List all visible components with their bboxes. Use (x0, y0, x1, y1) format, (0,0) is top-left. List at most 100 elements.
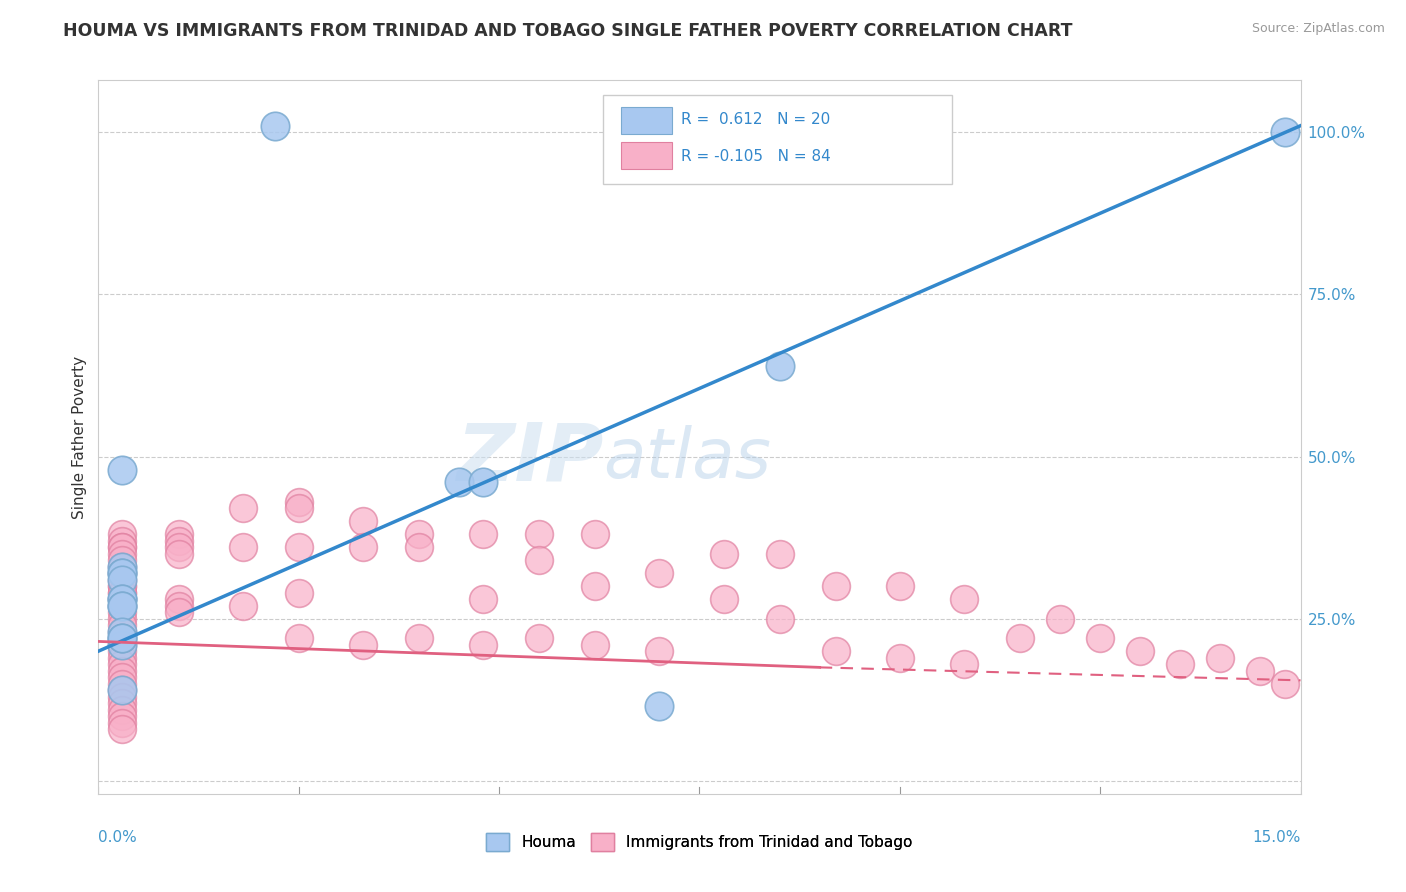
Point (111, 592, 134, 607)
Point (111, 592, 134, 607)
Point (111, 547, 134, 561)
Point (111, 541, 134, 555)
Point (352, 541, 374, 555)
Point (111, 573, 134, 587)
Point (111, 644, 134, 658)
Point (769, 612, 792, 626)
Point (111, 618, 134, 632)
FancyBboxPatch shape (603, 95, 952, 184)
Point (288, 501, 311, 516)
Point (1049, 612, 1071, 626)
Point (472, 592, 495, 607)
Point (111, 592, 134, 607)
Point (769, 359, 792, 373)
Point (769, 547, 792, 561)
Point (111, 462, 134, 476)
Point (167, 605, 190, 619)
Point (1170, 657, 1192, 672)
Point (529, 527, 551, 541)
Point (111, 624, 134, 639)
Point (288, 541, 311, 555)
Point (472, 527, 495, 541)
Point (111, 579, 134, 593)
Point (167, 541, 190, 555)
Point (1274, 125, 1296, 139)
Text: atlas: atlas (603, 425, 772, 492)
Point (824, 644, 846, 658)
Point (889, 650, 911, 665)
Point (529, 631, 551, 645)
Point (232, 599, 254, 613)
Point (713, 592, 735, 607)
Point (111, 702, 134, 716)
Y-axis label: Single Father Poverty: Single Father Poverty (72, 356, 87, 518)
Point (111, 605, 134, 619)
Point (111, 664, 134, 678)
Point (111, 599, 134, 613)
Point (111, 631, 134, 645)
Point (111, 722, 134, 736)
Point (408, 541, 430, 555)
Point (288, 586, 311, 600)
Point (111, 631, 134, 645)
Point (111, 579, 134, 593)
Point (1274, 676, 1296, 690)
Point (953, 657, 976, 672)
Point (1088, 631, 1111, 645)
Point (167, 533, 190, 548)
Point (111, 657, 134, 672)
Point (111, 670, 134, 684)
Text: HOUMA VS IMMIGRANTS FROM TRINIDAD AND TOBAGO SINGLE FATHER POVERTY CORRELATION C: HOUMA VS IMMIGRANTS FROM TRINIDAD AND TO… (63, 22, 1073, 40)
Point (111, 541, 134, 555)
Point (408, 527, 430, 541)
Text: 0.0%: 0.0% (98, 830, 138, 845)
Point (111, 566, 134, 581)
Point (648, 566, 671, 581)
Point (111, 631, 134, 645)
Text: 15.0%: 15.0% (1253, 830, 1301, 845)
Point (352, 638, 374, 652)
Point (583, 579, 606, 593)
Point (232, 501, 254, 516)
Point (111, 533, 134, 548)
Point (111, 586, 134, 600)
Point (1250, 664, 1272, 678)
Point (352, 515, 374, 529)
Point (111, 573, 134, 587)
Point (648, 699, 671, 714)
Point (167, 547, 190, 561)
Point (583, 638, 606, 652)
Point (111, 624, 134, 639)
Point (232, 541, 254, 555)
Point (288, 495, 311, 509)
Text: ZIP: ZIP (456, 419, 603, 498)
FancyBboxPatch shape (621, 143, 672, 169)
Point (111, 527, 134, 541)
Point (111, 612, 134, 626)
Point (288, 631, 311, 645)
Point (111, 690, 134, 704)
Legend: Houma, Immigrants from Trinidad and Tobago: Houma, Immigrants from Trinidad and Toba… (479, 827, 920, 857)
Point (263, 119, 285, 133)
Point (111, 650, 134, 665)
Point (713, 547, 735, 561)
Point (111, 559, 134, 574)
Point (111, 638, 134, 652)
Point (111, 638, 134, 652)
Point (1129, 644, 1152, 658)
Point (111, 586, 134, 600)
Point (408, 631, 430, 645)
Point (111, 566, 134, 581)
Point (529, 553, 551, 567)
Point (889, 579, 911, 593)
Point (111, 553, 134, 567)
Point (472, 638, 495, 652)
Text: R = -0.105   N = 84: R = -0.105 N = 84 (682, 149, 831, 164)
Point (167, 592, 190, 607)
Point (111, 599, 134, 613)
Point (648, 644, 671, 658)
Point (1209, 650, 1232, 665)
Point (111, 559, 134, 574)
Point (111, 709, 134, 723)
Point (167, 599, 190, 613)
